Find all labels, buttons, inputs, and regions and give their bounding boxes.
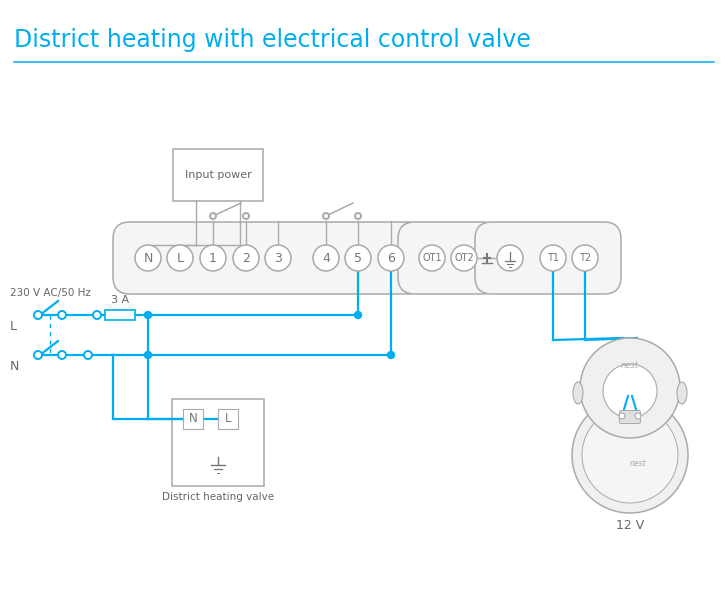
FancyBboxPatch shape — [475, 222, 621, 294]
Circle shape — [93, 311, 101, 319]
Circle shape — [58, 311, 66, 319]
Circle shape — [323, 213, 329, 219]
Circle shape — [572, 245, 598, 271]
Text: L: L — [10, 321, 17, 333]
Circle shape — [580, 338, 680, 438]
Circle shape — [243, 213, 249, 219]
Text: nest: nest — [630, 459, 646, 467]
Text: 3: 3 — [274, 251, 282, 264]
Circle shape — [419, 245, 445, 271]
Ellipse shape — [677, 382, 687, 404]
Text: T2: T2 — [579, 253, 591, 263]
Circle shape — [34, 351, 42, 359]
FancyBboxPatch shape — [620, 410, 641, 424]
Circle shape — [265, 245, 291, 271]
Circle shape — [540, 245, 566, 271]
Text: T1: T1 — [547, 253, 559, 263]
Text: N: N — [143, 251, 153, 264]
Text: 3 A: 3 A — [111, 295, 129, 305]
Circle shape — [497, 245, 523, 271]
Circle shape — [84, 351, 92, 359]
FancyBboxPatch shape — [173, 149, 263, 201]
Text: L: L — [225, 412, 232, 425]
Text: N: N — [189, 412, 197, 425]
Circle shape — [144, 311, 151, 318]
Circle shape — [313, 245, 339, 271]
FancyBboxPatch shape — [113, 222, 425, 294]
Text: 12 V: 12 V — [616, 519, 644, 532]
Text: OT1: OT1 — [422, 253, 442, 263]
Circle shape — [582, 407, 678, 503]
Text: N: N — [10, 361, 20, 374]
Ellipse shape — [573, 382, 583, 404]
Text: nest: nest — [621, 362, 639, 371]
Text: 230 V AC/50 Hz: 230 V AC/50 Hz — [10, 288, 91, 298]
Circle shape — [572, 397, 688, 513]
Circle shape — [451, 245, 477, 271]
FancyBboxPatch shape — [183, 409, 203, 429]
Circle shape — [345, 245, 371, 271]
Circle shape — [233, 245, 259, 271]
Text: 1: 1 — [209, 251, 217, 264]
Circle shape — [200, 245, 226, 271]
Text: OT2: OT2 — [454, 253, 474, 263]
Text: District heating with electrical control valve: District heating with electrical control… — [14, 28, 531, 52]
Text: 6: 6 — [387, 251, 395, 264]
Text: L: L — [176, 251, 183, 264]
Circle shape — [355, 213, 361, 219]
Circle shape — [387, 352, 395, 359]
Circle shape — [355, 311, 362, 318]
Circle shape — [378, 245, 404, 271]
Circle shape — [619, 413, 625, 419]
Text: 5: 5 — [354, 251, 362, 264]
Text: 2: 2 — [242, 251, 250, 264]
Bar — [105, 310, 135, 320]
Circle shape — [34, 311, 42, 319]
Text: 4: 4 — [322, 251, 330, 264]
Text: District heating valve: District heating valve — [162, 492, 274, 502]
Circle shape — [144, 352, 151, 359]
Circle shape — [167, 245, 193, 271]
Circle shape — [210, 213, 216, 219]
Circle shape — [58, 351, 66, 359]
Circle shape — [635, 413, 641, 419]
FancyBboxPatch shape — [172, 399, 264, 486]
FancyBboxPatch shape — [218, 409, 238, 429]
Text: Input power: Input power — [185, 170, 251, 180]
Circle shape — [135, 245, 161, 271]
FancyBboxPatch shape — [398, 222, 499, 294]
Circle shape — [603, 364, 657, 418]
